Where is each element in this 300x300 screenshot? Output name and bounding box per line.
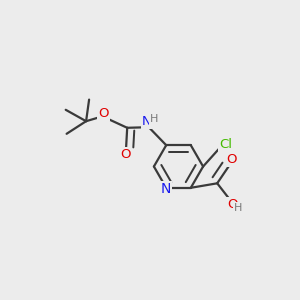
Text: N: N: [142, 115, 151, 128]
Text: O: O: [120, 148, 131, 161]
Text: O: O: [226, 153, 237, 167]
Text: N: N: [161, 182, 171, 196]
Text: H: H: [150, 114, 158, 124]
Text: O: O: [98, 107, 109, 121]
Text: O: O: [227, 198, 238, 212]
Text: Cl: Cl: [219, 138, 232, 152]
Text: H: H: [234, 203, 242, 213]
